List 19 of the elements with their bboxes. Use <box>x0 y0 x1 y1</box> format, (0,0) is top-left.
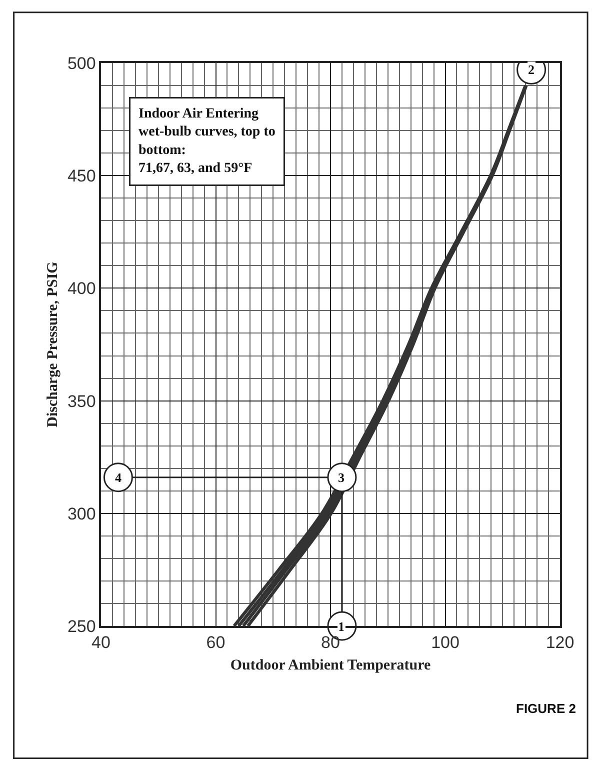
annotation: 3 <box>338 470 345 485</box>
caption: FIGURE 2 <box>516 701 576 716</box>
x-axis-title: Outdoor Ambient Temperature <box>230 658 431 674</box>
x-tick-label: 40 <box>92 633 110 652</box>
annotation: 1 <box>338 619 344 634</box>
x-tick-label: 60 <box>206 633 226 652</box>
y-tick-label: 400 <box>67 279 96 298</box>
annotation: 2 <box>528 62 534 77</box>
y-tick-label: 300 <box>67 504 96 524</box>
y-tick-label: 500 <box>67 54 96 73</box>
y-axis-title: Discharge Pressure, PSIG <box>45 261 62 428</box>
annotation: Indoor Air Entering wet-bulb curves, top to bottom: 71,67, 63, and 59°F <box>138 106 276 176</box>
annotation: 4 <box>115 470 122 485</box>
y-tick-label: 250 <box>67 616 96 636</box>
y-tick-label: 350 <box>67 392 96 411</box>
x-tick-label: 100 <box>431 633 460 652</box>
x-tick-label: 80 <box>321 633 340 652</box>
y-tick-label: 450 <box>67 166 96 186</box>
x-tick-label: 120 <box>546 633 574 652</box>
